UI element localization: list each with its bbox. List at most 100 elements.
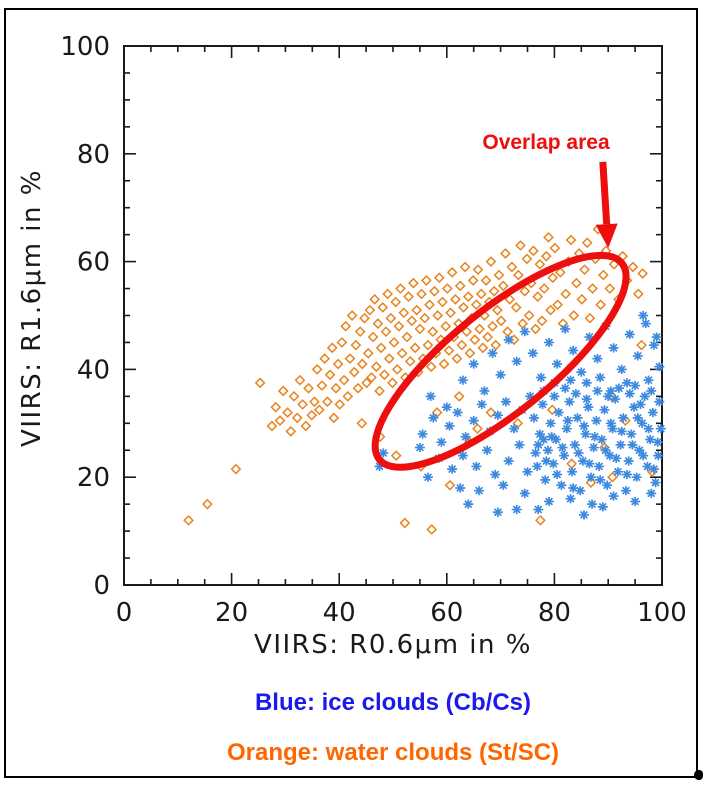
ice-point	[632, 351, 643, 361]
water-point	[254, 377, 266, 389]
ice-point	[549, 391, 560, 401]
ice-point	[576, 367, 587, 377]
ice-point	[616, 364, 627, 374]
water-point	[277, 385, 289, 397]
ice-point	[572, 413, 583, 423]
water-point	[426, 524, 438, 535]
water-point	[342, 390, 354, 402]
water-point	[552, 299, 563, 311]
ice-point	[595, 475, 606, 485]
water-point	[565, 234, 577, 246]
overlap-label: Overlap area	[482, 131, 610, 154]
ice-point	[624, 329, 635, 339]
water-point	[398, 307, 410, 319]
water-point	[471, 299, 482, 311]
water-point	[332, 358, 344, 370]
water-point	[521, 253, 533, 265]
water-point	[607, 471, 618, 483]
water-point	[450, 293, 461, 305]
water-point	[346, 310, 358, 321]
ice-point	[630, 496, 641, 507]
ice-point	[532, 461, 543, 472]
ice-point	[577, 456, 588, 466]
ice-point	[528, 413, 539, 423]
ice-point	[615, 440, 626, 450]
water-point	[388, 337, 400, 348]
water-point	[427, 326, 439, 338]
ice-point	[463, 499, 474, 509]
water-point	[399, 517, 411, 529]
water-point	[532, 291, 544, 302]
water-point	[406, 315, 418, 327]
water-point	[367, 331, 379, 343]
water-point	[502, 326, 513, 338]
water-point	[528, 245, 539, 257]
ice-point	[503, 456, 514, 466]
water-point	[350, 339, 362, 351]
water-point	[316, 380, 328, 391]
ice-point	[652, 437, 663, 447]
water-point	[540, 250, 552, 262]
ice-point	[654, 397, 665, 407]
water-point	[517, 318, 529, 329]
ice-point	[509, 424, 520, 434]
x-tick-label: 0	[116, 598, 133, 628]
water-point	[545, 304, 556, 316]
water-point	[202, 498, 213, 510]
ice-point	[581, 378, 592, 388]
y-tick-label: 100	[60, 32, 110, 62]
ice-point	[639, 391, 650, 401]
ice-point	[519, 327, 530, 337]
ice-point	[596, 434, 607, 445]
ice-point	[468, 359, 479, 369]
y-tick-label: 20	[77, 463, 110, 493]
ice-point	[616, 426, 627, 436]
water-point	[571, 277, 582, 289]
ice-point	[631, 472, 642, 482]
water-point	[377, 302, 389, 313]
water-point	[336, 337, 348, 348]
water-point	[334, 399, 346, 410]
ice-point	[612, 467, 623, 477]
ice-point	[474, 486, 485, 496]
ice-point	[552, 359, 563, 369]
ice-point	[378, 448, 389, 458]
ice-point	[559, 451, 570, 461]
water-point	[440, 320, 452, 332]
water-point	[356, 358, 368, 370]
water-point	[535, 514, 546, 526]
ice-point	[638, 310, 649, 321]
water-point	[425, 361, 437, 373]
water-point	[595, 299, 607, 311]
water-point	[356, 417, 368, 429]
ice-point	[595, 372, 606, 383]
ice-point	[602, 480, 613, 490]
ice-point	[630, 380, 641, 391]
ice-point	[643, 424, 654, 434]
water-point	[441, 283, 453, 294]
x-tick-label: 100	[637, 598, 687, 628]
water-point	[506, 261, 518, 273]
water-point	[512, 417, 524, 429]
ice-point	[624, 389, 635, 399]
ice-point	[560, 324, 571, 334]
water-point	[433, 272, 445, 284]
ice-point	[540, 475, 551, 485]
water-point	[409, 342, 421, 354]
ice-point	[568, 345, 579, 356]
water-point	[549, 242, 561, 254]
ice-point	[618, 413, 629, 423]
water-point	[451, 353, 463, 364]
y-tick-label: 60	[77, 248, 110, 278]
water-point	[340, 320, 352, 332]
ice-point	[511, 356, 522, 366]
water-point	[462, 291, 474, 302]
water-point	[411, 304, 423, 316]
water-point	[348, 366, 360, 378]
ice-point	[535, 372, 546, 383]
ice-point	[561, 424, 572, 434]
water-point	[372, 318, 384, 329]
water-point	[297, 399, 308, 410]
ice-point	[556, 480, 567, 490]
water-point	[464, 347, 476, 359]
